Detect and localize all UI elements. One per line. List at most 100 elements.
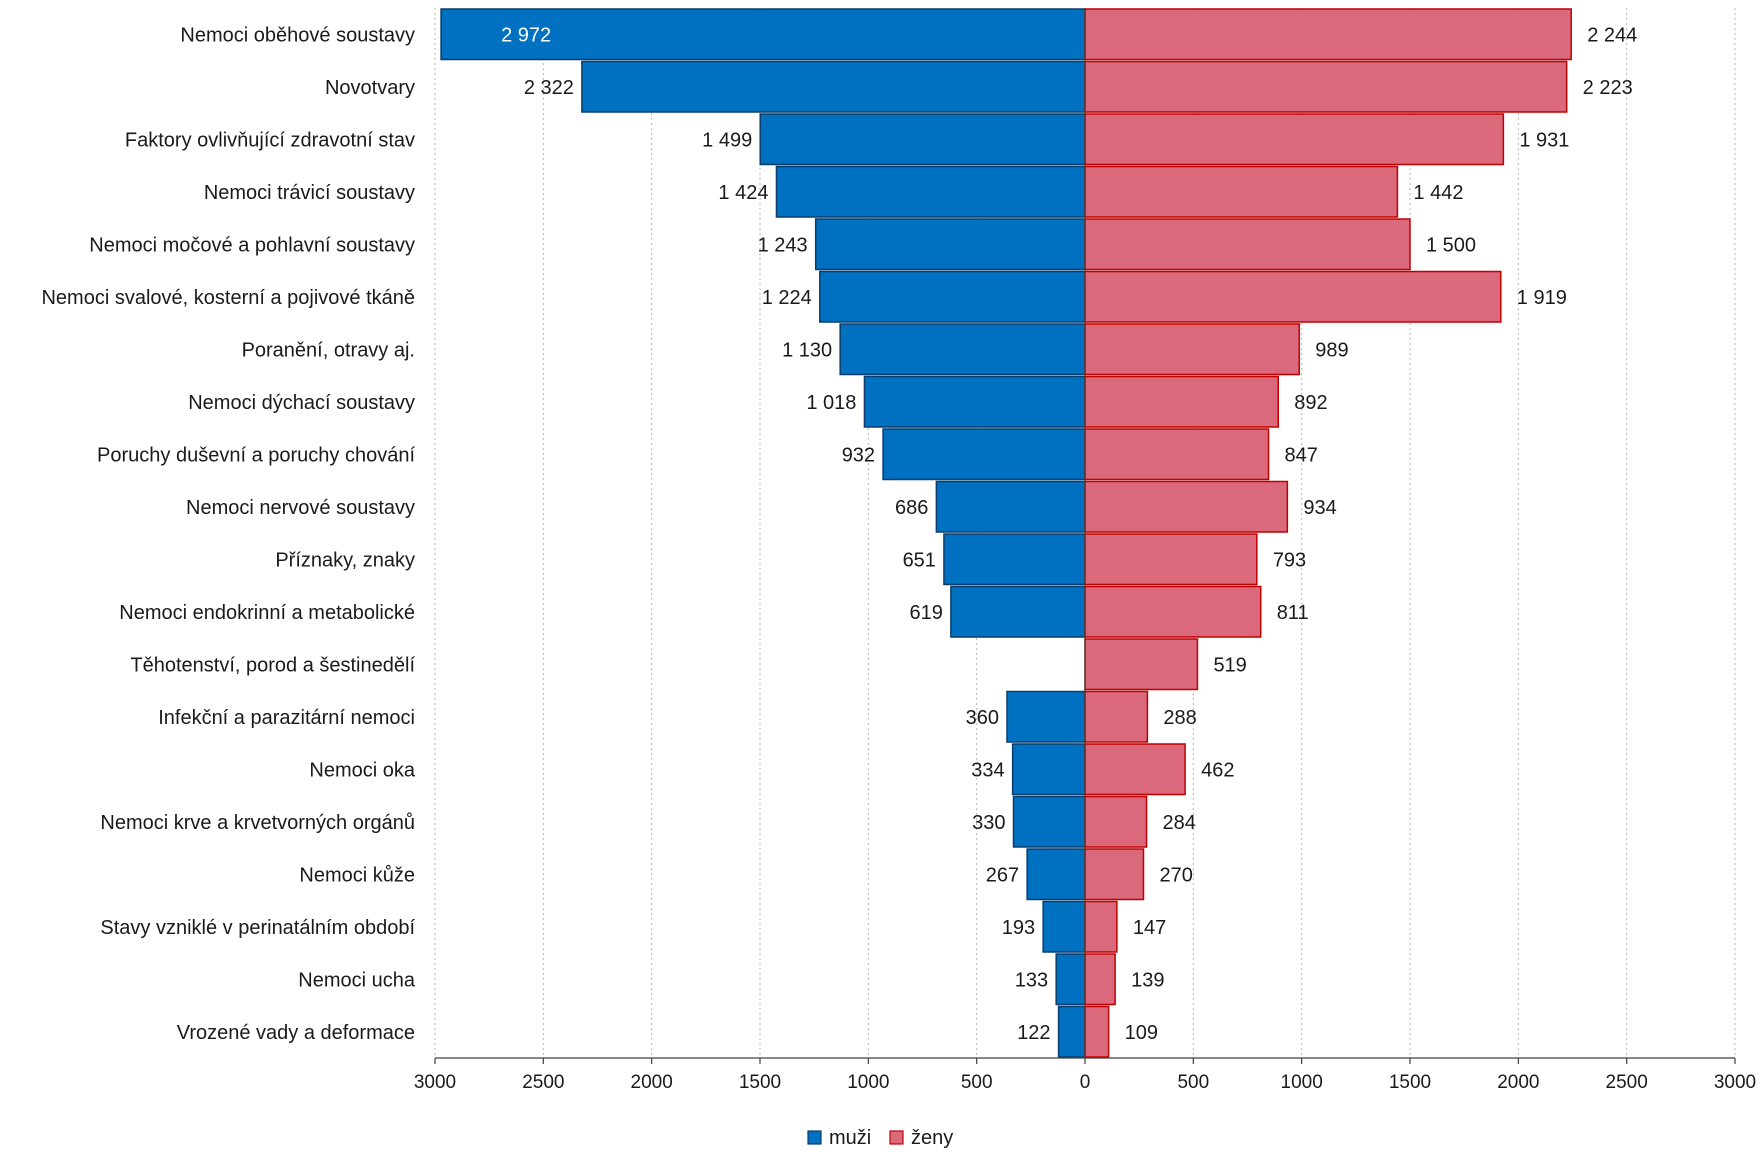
x-tick-label: 1500 [1389,1072,1431,1093]
bar-men [935,480,1086,533]
bar-men [819,270,1086,323]
legend: muži ženy [807,1127,953,1149]
value-label-women: 892 [1294,392,1327,414]
value-label-women: 1 500 [1426,234,1476,256]
value-label-men: 122 [1017,1022,1050,1044]
x-tick-label: 1000 [847,1072,889,1093]
value-label-men: 360 [966,707,999,729]
x-tick-label: 1500 [739,1072,781,1093]
category-label: Nemoci ucha [298,969,416,991]
value-label-women: 109 [1125,1022,1158,1044]
legend-swatch [889,1130,904,1145]
bar-women [1084,270,1502,323]
category-label: Poranění, otravy aj. [242,339,415,361]
bar-women [1084,585,1262,638]
value-label-women: 147 [1133,917,1166,939]
value-label-men: 133 [1015,969,1048,991]
bar-women [1084,428,1270,481]
category-label: Nemoci endokrinní a metabolické [119,602,415,624]
value-label-women: 811 [1277,602,1309,624]
bar-women [1084,375,1280,428]
value-label-men: 193 [1002,917,1035,939]
bar-women [1084,900,1118,953]
value-labels: 2 972 2 322 1 499 1 424 1 243 1 224 1 130 1 018… [501,24,1637,1044]
x-tick-label: 3000 [414,1072,456,1093]
bar-men [759,113,1086,166]
category-label: Infekční a parazitární nemoci [158,707,415,729]
value-label-women: 288 [1163,707,1196,729]
value-label-men: 1 224 [762,287,812,309]
bar-men [440,8,1086,61]
bar-women [1084,1005,1110,1058]
category-label: Těhotenství, porod a šestinedělí [130,654,415,676]
value-label-women: 2 244 [1587,24,1637,46]
bar-women [1084,743,1186,796]
value-label-men: 1 424 [718,182,768,204]
value-label-women: 847 [1285,444,1318,466]
value-label-men: 267 [986,864,1019,886]
value-label-men: 1 130 [782,339,832,361]
bar-men [775,165,1086,218]
category-label: Nemoci oka [309,759,415,781]
value-label-women: 1 442 [1413,182,1463,204]
category-label: Poruchy duševní a poruchy chování [97,444,415,466]
value-label-men: 932 [842,444,875,466]
x-tick-label: 2000 [1497,1072,1539,1093]
bar-women [1084,8,1572,61]
value-label-men: 1 243 [758,234,808,256]
bar-men [1011,743,1086,796]
x-tick-label: 500 [1177,1072,1209,1093]
bars [440,8,1572,1058]
x-tick-label: 1000 [1281,1072,1323,1093]
value-label-men: 2 322 [524,77,574,99]
bar-women [1084,638,1199,691]
category-label: Nemoci trávicí soustavy [204,182,415,204]
bar-women [1084,690,1149,743]
bar-women [1084,218,1411,271]
value-label-women: 284 [1163,812,1196,834]
value-label-women: 989 [1315,339,1348,361]
category-label: Nemoci nervové soustavy [186,497,415,519]
value-label-men: 330 [972,812,1005,834]
bar-men [1006,690,1086,743]
value-label-men: 334 [971,759,1004,781]
category-label: Nemoci dýchací soustavy [188,392,415,414]
x-tick-label: 2500 [1606,1072,1648,1093]
value-label-men: 1 499 [702,129,752,151]
x-tick-label: 500 [961,1072,993,1093]
x-tick-label: 2000 [631,1072,673,1093]
category-label: Faktory ovlivňující zdravotní stav [125,129,415,151]
value-label-men: 1 018 [806,392,856,414]
value-label-women: 1 919 [1517,287,1567,309]
bar-women [1084,113,1505,166]
value-label-men: 619 [910,602,943,624]
bar-men [882,428,1086,481]
x-tick-label: 0 [1080,1072,1091,1093]
x-tick-label: 2500 [522,1072,564,1093]
value-label-women: 519 [1213,654,1246,676]
value-label-men: 686 [895,497,928,519]
bar-men [814,218,1086,271]
category-labels: Nemoci oběhové soustavy Novotvary Faktory … [41,24,415,1044]
bar-men [1055,953,1086,1006]
bar-men [950,585,1086,638]
bar-women [1084,533,1258,586]
bar-women [1084,480,1289,533]
value-label-men: 651 [903,549,936,571]
bar-women [1084,323,1301,376]
category-label: Nemoci močové a pohlavní soustavy [89,234,415,256]
legend-label: ženy [911,1127,953,1149]
value-label-women: 1 931 [1519,129,1569,151]
value-label-women: 139 [1131,969,1164,991]
value-label-women: 934 [1303,497,1336,519]
value-label-men: 2 972 [501,24,551,46]
bar-women [1084,60,1568,113]
category-label: Příznaky, znaky [275,549,415,571]
value-label-women: 270 [1160,864,1193,886]
bar-women [1084,165,1399,218]
value-label-women: 462 [1201,759,1234,781]
bar-women [1084,953,1116,1006]
category-label: Stavy vzniklé v perinatálním období [100,917,415,939]
category-label: Nemoci oběhové soustavy [180,24,415,46]
